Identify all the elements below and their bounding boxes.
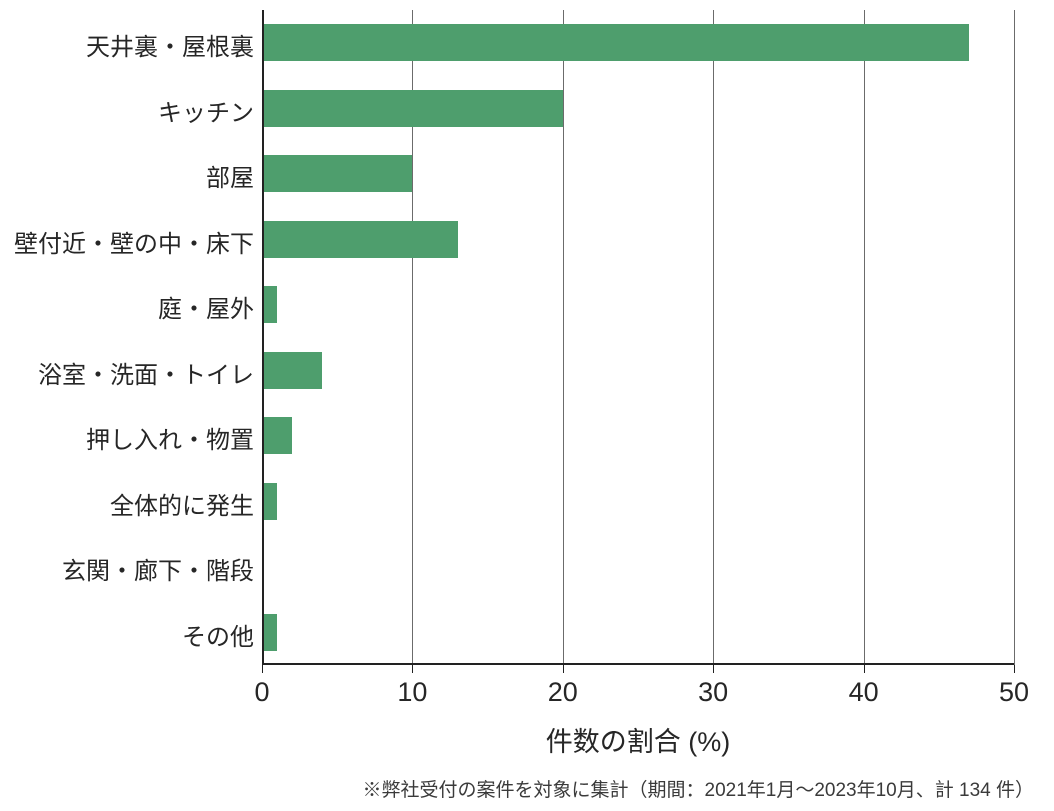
x-tick-mark bbox=[262, 665, 263, 673]
category-label: キッチン bbox=[158, 93, 254, 128]
x-tick-mark bbox=[864, 665, 865, 673]
x-tick-label: 40 bbox=[849, 677, 879, 708]
x-tick-mark bbox=[713, 665, 714, 673]
gridline bbox=[864, 10, 865, 665]
chart-container: 件数の割合 (%) ※弊社受付の案件を対象に集計（期間：2021年1月〜2023… bbox=[0, 0, 1054, 811]
x-tick-label: 50 bbox=[999, 677, 1029, 708]
gridline bbox=[563, 10, 564, 665]
bar bbox=[262, 24, 969, 61]
x-tick-label: 20 bbox=[548, 677, 578, 708]
bar bbox=[262, 90, 563, 127]
x-tick-mark bbox=[563, 665, 564, 673]
bar bbox=[262, 155, 412, 192]
category-label: 庭・屋外 bbox=[158, 289, 254, 324]
chart-footnote: ※弊社受付の案件を対象に集計（期間：2021年1月〜2023年10月、計 134… bbox=[363, 775, 1035, 802]
category-label: 押し入れ・物置 bbox=[86, 420, 254, 455]
bar bbox=[262, 483, 277, 520]
bar bbox=[262, 286, 277, 323]
x-tick-label: 10 bbox=[397, 677, 427, 708]
bar bbox=[262, 221, 458, 258]
bar bbox=[262, 352, 322, 389]
bar bbox=[262, 417, 292, 454]
category-label: 玄関・廊下・階段 bbox=[62, 551, 254, 586]
x-tick-label: 0 bbox=[254, 677, 269, 708]
x-axis-title: 件数の割合 (%) bbox=[262, 720, 1014, 759]
category-label: 浴室・洗面・トイレ bbox=[38, 355, 254, 390]
x-tick-mark bbox=[412, 665, 413, 673]
category-label: 全体的に発生 bbox=[110, 486, 254, 521]
category-label: その他 bbox=[182, 617, 254, 652]
category-label: 壁付近・壁の中・床下 bbox=[14, 224, 254, 259]
gridline bbox=[1014, 10, 1015, 665]
bar bbox=[262, 614, 277, 651]
gridline bbox=[713, 10, 714, 665]
x-tick-mark bbox=[1014, 665, 1015, 673]
x-tick-label: 30 bbox=[698, 677, 728, 708]
category-label: 天井裏・屋根裏 bbox=[86, 27, 254, 62]
x-axis-line bbox=[262, 663, 1014, 665]
y-axis-line bbox=[262, 10, 264, 665]
plot-area bbox=[262, 10, 1014, 665]
category-label: 部屋 bbox=[206, 158, 254, 193]
